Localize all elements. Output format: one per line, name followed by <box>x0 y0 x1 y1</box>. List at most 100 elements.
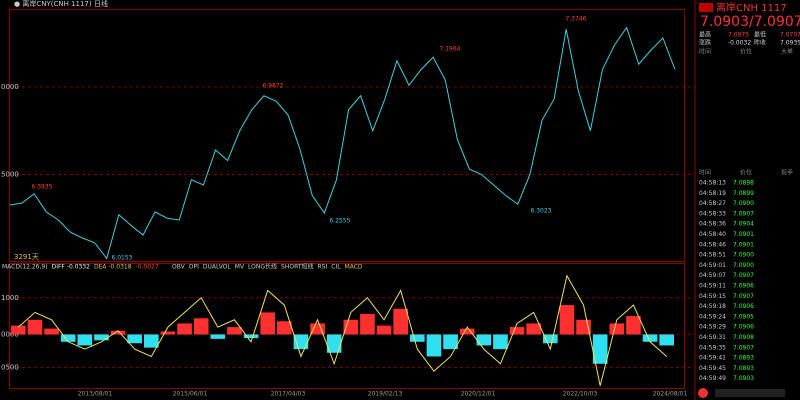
date-label: 2020/12/01 <box>461 391 496 398</box>
quote-stat: 7.0707 <box>780 32 800 39</box>
tick-time: 04:59:01 <box>699 262 726 269</box>
column-head: 大单 <box>781 48 793 56</box>
price-annotation: 6.2555 <box>330 218 351 225</box>
quote-stat: 昨收 <box>754 39 766 47</box>
macd-bar <box>243 334 259 339</box>
macd-bar <box>659 334 674 346</box>
macd-bar <box>326 334 342 353</box>
macd-frame <box>9 263 685 389</box>
tick-price: 7.0904 <box>733 221 754 228</box>
tick-price: 7.0901 <box>733 231 754 238</box>
quote-stat: 7.0935 <box>780 40 800 47</box>
badge <box>699 3 713 12</box>
y-tick-label: 0500 <box>1 363 19 371</box>
macd-bar <box>260 312 275 335</box>
macd-bar <box>526 323 541 335</box>
macd-bar <box>559 305 575 335</box>
tick-price: 7.0900 <box>733 252 754 259</box>
quote-stat: -0.0032 <box>728 40 751 47</box>
macd-bar <box>144 334 159 348</box>
macd-bar <box>177 323 192 335</box>
macd-bar <box>509 327 525 335</box>
macd-bar <box>210 334 226 339</box>
tick-price: 7.0906 <box>733 324 754 331</box>
macd-bar <box>77 334 93 346</box>
macd-bar <box>310 323 325 335</box>
indicator-tab: CIL <box>331 264 341 271</box>
tick-time: 04:58:40 <box>699 231 726 238</box>
tick-price: 7.0901 <box>733 241 754 248</box>
tick-time: 04:59:24 <box>699 313 726 320</box>
macd-bar <box>609 323 625 335</box>
macd-bar <box>227 327 242 335</box>
tick-price: 7.0905 <box>733 313 754 320</box>
tick-price: 7.0907 <box>733 293 754 300</box>
quote-name: 离岸CNH 1117 <box>716 1 787 14</box>
macd-bar <box>459 328 475 335</box>
macd-legend: -0.0027 <box>136 264 159 271</box>
macd-legend: DEA -0.0318 <box>94 264 132 271</box>
tick-price: 7.0900 <box>733 262 754 269</box>
tick-time: 04:59:07 <box>699 272 726 279</box>
tick-time: 04:58:19 <box>699 190 726 197</box>
macd-bar <box>642 334 658 342</box>
tick-price: 7.0906 <box>733 283 754 290</box>
y-tick-label: 0000 <box>1 83 19 91</box>
column-head: 价位 <box>740 48 752 56</box>
price-annotation: 7.3746 <box>566 16 587 23</box>
tick-time: 04:59:41 <box>699 355 726 362</box>
quote-stat: 最高 <box>699 31 711 39</box>
tick-time: 04:58:27 <box>699 200 726 207</box>
date-label: 2017/04/03 <box>271 391 306 398</box>
tick-time: 04:58:46 <box>699 241 726 248</box>
macd-bar <box>94 334 109 341</box>
tools <box>698 388 785 398</box>
price-frame <box>9 9 685 262</box>
indicator-tab: DUALVOL <box>203 264 232 271</box>
macd-bar <box>127 334 142 344</box>
macd-bar <box>592 334 608 364</box>
tick-price: 7.0907 <box>733 344 754 351</box>
macd-bar <box>360 313 375 335</box>
macd-bar <box>443 334 458 350</box>
macd-bar <box>376 325 392 335</box>
indicator-tab: OPI <box>189 264 199 271</box>
tick-price: 7.0906 <box>733 303 754 310</box>
macd-bar <box>193 318 209 335</box>
quote-stat: 最低 <box>754 31 766 39</box>
macd-bar <box>27 319 43 335</box>
tick-price: 7.0900 <box>733 200 754 207</box>
y-tick-label: 5000 <box>1 171 19 179</box>
macd-bar <box>476 334 492 346</box>
macd-bar <box>60 334 76 342</box>
date-label: 2015/06/01 <box>173 391 208 398</box>
indicator-tab: MV <box>235 264 245 271</box>
quote-price: 7.0903/7.0907 <box>700 14 800 30</box>
tick-time: 04:58:51 <box>699 252 726 259</box>
tick-price: 7.0903 <box>733 375 754 382</box>
macd-legend: DIFF -0.0332 <box>52 264 91 271</box>
tick-price: 7.0893 <box>733 365 754 372</box>
macd-bar <box>410 334 425 342</box>
period: 日线 <box>94 0 108 8</box>
macd-bar <box>543 334 558 344</box>
quote-stat: 7.0975 <box>728 32 749 39</box>
date-label: 2019/02/13 <box>368 391 403 398</box>
tick-price: 7.0908 <box>733 334 754 341</box>
indicator-tab: LONG长线 <box>248 263 277 271</box>
macd-bar <box>110 330 126 335</box>
macd-bar <box>277 321 292 335</box>
tick-time: 04:59:49 <box>699 375 726 382</box>
tick-price: 7.0898 <box>733 180 754 187</box>
diff-line <box>17 274 668 386</box>
quote-stat: 涨跌 <box>699 39 711 47</box>
tick-price: 7.0899 <box>733 190 754 197</box>
column-head: 价位 <box>740 169 752 177</box>
price-annotation: 6.0153 <box>112 255 133 262</box>
macd-bar <box>493 334 508 350</box>
y-tick-label: 0000 <box>1 330 19 338</box>
tick-time: 04:59:18 <box>699 303 726 310</box>
